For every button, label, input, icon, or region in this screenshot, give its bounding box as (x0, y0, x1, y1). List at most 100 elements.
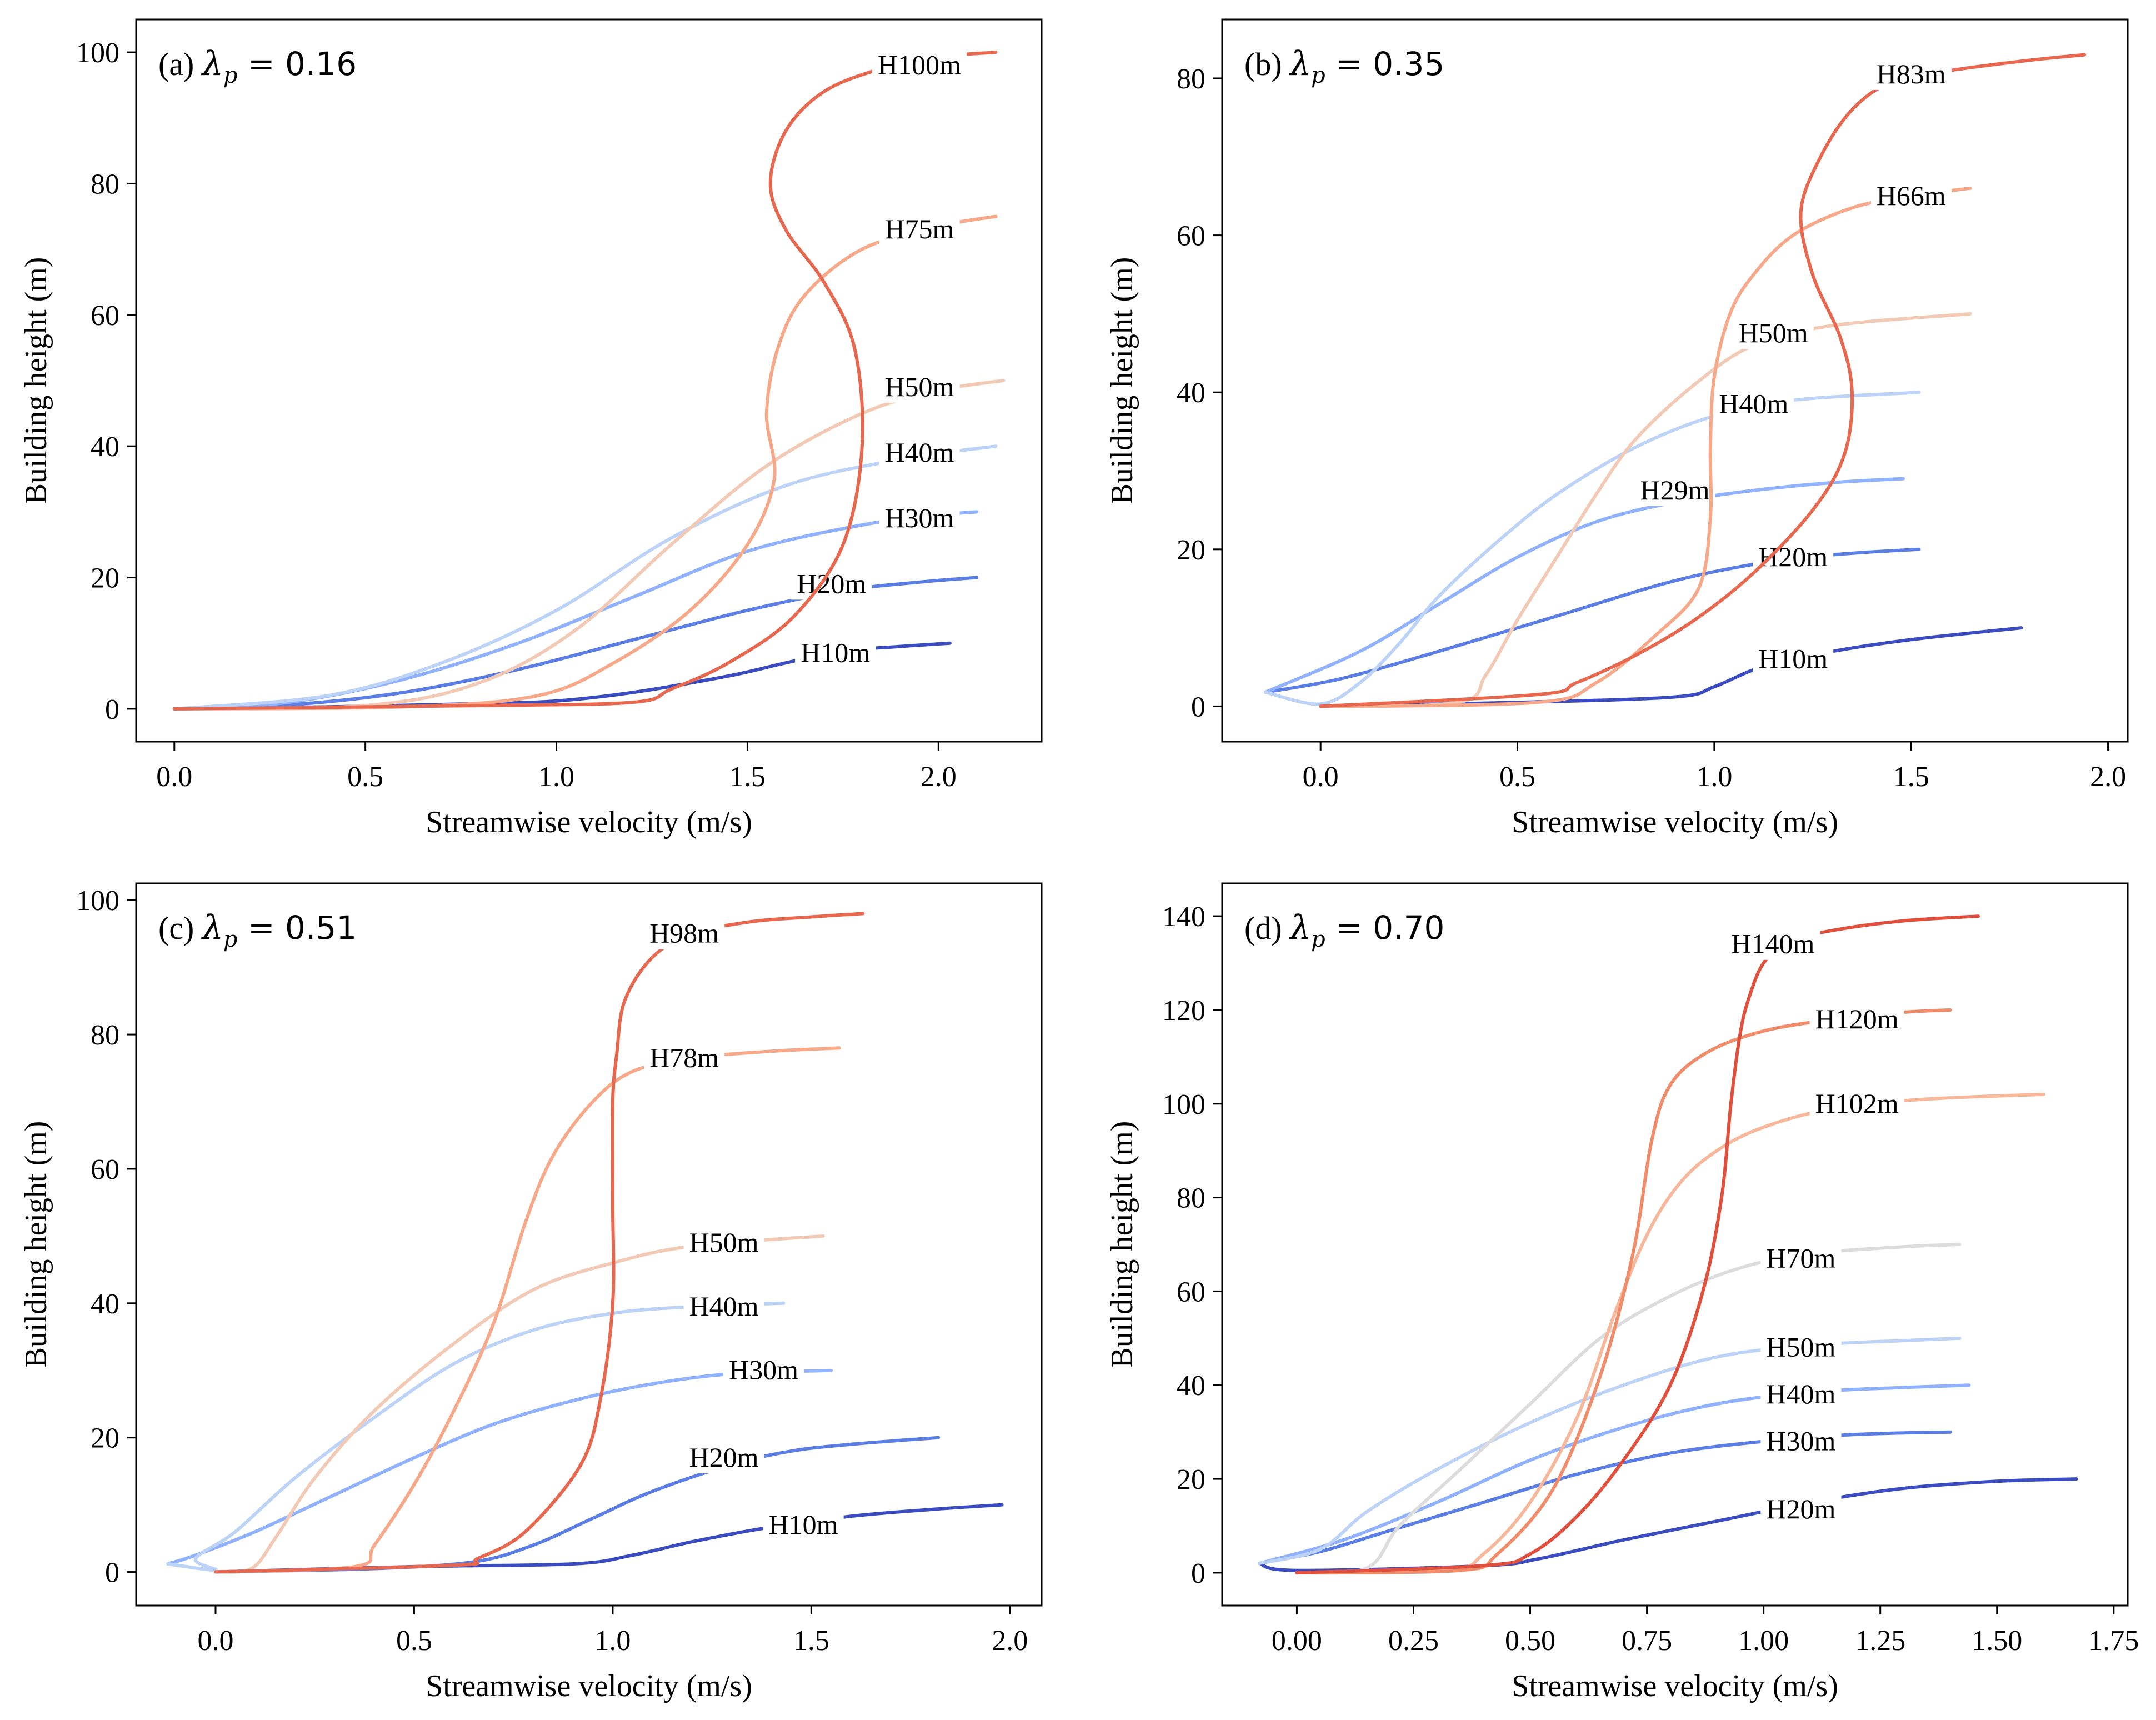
series-label: H10m (801, 637, 870, 668)
series-H20m: H20m (1264, 538, 1921, 694)
y-tick-label: 0 (1191, 1558, 1205, 1589)
series-line (166, 1301, 786, 1572)
series-H102m: H102m (1295, 1084, 2045, 1574)
series-label: H30m (884, 502, 954, 533)
y-tick-label: 0 (1191, 691, 1205, 723)
series-H120m: H120m (1295, 1000, 1952, 1574)
series-H29m: H29m (1264, 471, 1905, 694)
series-label-bg (1760, 1239, 1842, 1274)
panel-lambda-value: = 0.70 (1325, 909, 1445, 947)
y-tick-label: 80 (91, 168, 119, 200)
series-H40m: H40m (1258, 1376, 1971, 1565)
x-tick-label: 2.0 (2090, 761, 2126, 793)
x-tick-label: 1.5 (729, 761, 766, 793)
y-tick-label: 20 (1177, 534, 1205, 566)
y-tick-label: 80 (1177, 63, 1205, 95)
y-tick-label: 40 (1177, 1370, 1205, 1402)
series-H78m: H78m (214, 1039, 841, 1574)
panel-lambda-subscript: p (223, 63, 238, 88)
series-H98m: H98m (214, 912, 865, 1574)
series-H83m: H83m (1319, 53, 2086, 708)
x-tick-label: 0.5 (1499, 761, 1535, 793)
series-label-bg (683, 1287, 764, 1322)
plot-frame (1221, 882, 2129, 1607)
series-label: H20m (797, 568, 866, 599)
y-tick-label: 100 (1162, 1089, 1205, 1121)
x-tick-label: 0.0 (197, 1625, 233, 1657)
series-H10m: H10m (214, 1503, 1004, 1574)
panel-lambda-value: = 0.51 (238, 909, 357, 947)
panel-lambda: λ (1289, 908, 1311, 947)
panel-lambda-subscript: p (223, 927, 238, 952)
x-tick-label: 1.25 (1855, 1625, 1905, 1657)
series-line (214, 1436, 941, 1574)
x-tick-label: 1.0 (1696, 761, 1732, 793)
series-label-bg (1725, 925, 1820, 960)
y-tick-label: 140 (1162, 901, 1205, 933)
series-line (214, 1503, 1004, 1574)
series-line (1319, 53, 2086, 708)
series-label-bg (723, 1351, 804, 1386)
panel-lambda-subscript: p (1311, 927, 1325, 952)
series-H30m: H30m (1258, 1422, 1952, 1565)
panel-lambda-subscript: p (1311, 63, 1325, 88)
series-label-bg (1809, 1000, 1904, 1035)
y-tick-label: 0 (105, 1557, 119, 1589)
x-tick-label: 0.5 (396, 1625, 432, 1657)
x-tick-label: 2.0 (921, 761, 957, 793)
series-label-bg (683, 1223, 764, 1258)
series-label-bg (1760, 1328, 1842, 1363)
y-axis-title: Building height (m) (19, 1121, 53, 1368)
series-label-bg (763, 1506, 844, 1541)
series-label: H83m (1877, 58, 1946, 89)
series-label: H30m (729, 1354, 798, 1386)
series-label: H78m (649, 1042, 719, 1073)
series-label-bg (1760, 1376, 1842, 1411)
series-line (214, 1234, 825, 1574)
series-label: H30m (1766, 1426, 1835, 1457)
series-H140m: H140m (1295, 914, 1980, 1574)
series-line (1258, 1383, 1971, 1565)
x-tick-label: 2.0 (992, 1625, 1028, 1657)
series-H30m: H30m (166, 1351, 833, 1566)
series-line (172, 379, 1006, 711)
y-tick-label: 100 (76, 37, 119, 69)
x-tick-label: 1.75 (2088, 1625, 2139, 1657)
series-label: H66m (1877, 180, 1946, 211)
series-label: H50m (1739, 317, 1808, 348)
plot-frame (135, 18, 1043, 743)
x-axis-title: Streamwise velocity (m/s) (1512, 1669, 1838, 1703)
y-tick-label: 80 (1177, 1183, 1205, 1214)
series-line (1319, 312, 1972, 708)
series-H40m: H40m (1264, 385, 1921, 706)
panel-letter: (d) (1244, 910, 1290, 946)
series-H50m: H50m (172, 368, 1006, 711)
y-tick-label: 60 (1177, 1276, 1205, 1308)
y-axis-title: Building height (m) (1105, 1121, 1139, 1368)
y-tick-label: 100 (76, 885, 119, 917)
series-label-bg (1760, 1422, 1842, 1457)
series-H75m: H75m (172, 211, 998, 711)
x-tick-label: 1.50 (1972, 1625, 2022, 1657)
series-H40m: H40m (166, 1287, 786, 1572)
series-H20m: H20m (214, 1436, 941, 1574)
y-tick-label: 40 (1177, 377, 1205, 409)
x-tick-label: 1.0 (594, 1625, 631, 1657)
series-H50m: H50m (1258, 1328, 1962, 1565)
series-H50m: H50m (1319, 312, 1972, 708)
panel-title: (d) λp = 0.70 (1244, 908, 1444, 952)
panel-letter: (c) (158, 910, 202, 946)
series-line (1319, 186, 1972, 708)
series-label: H20m (1766, 1493, 1835, 1524)
series-label-bg (1809, 1084, 1904, 1119)
series-label: H40m (884, 437, 954, 468)
series-line (172, 51, 998, 711)
x-tick-label: 0.50 (1505, 1625, 1555, 1657)
y-tick-label: 40 (91, 1288, 119, 1320)
x-tick-label: 1.5 (793, 1625, 829, 1657)
series-label: H10m (769, 1509, 838, 1540)
series-label: H102m (1815, 1088, 1899, 1119)
y-tick-label: 60 (91, 300, 119, 332)
